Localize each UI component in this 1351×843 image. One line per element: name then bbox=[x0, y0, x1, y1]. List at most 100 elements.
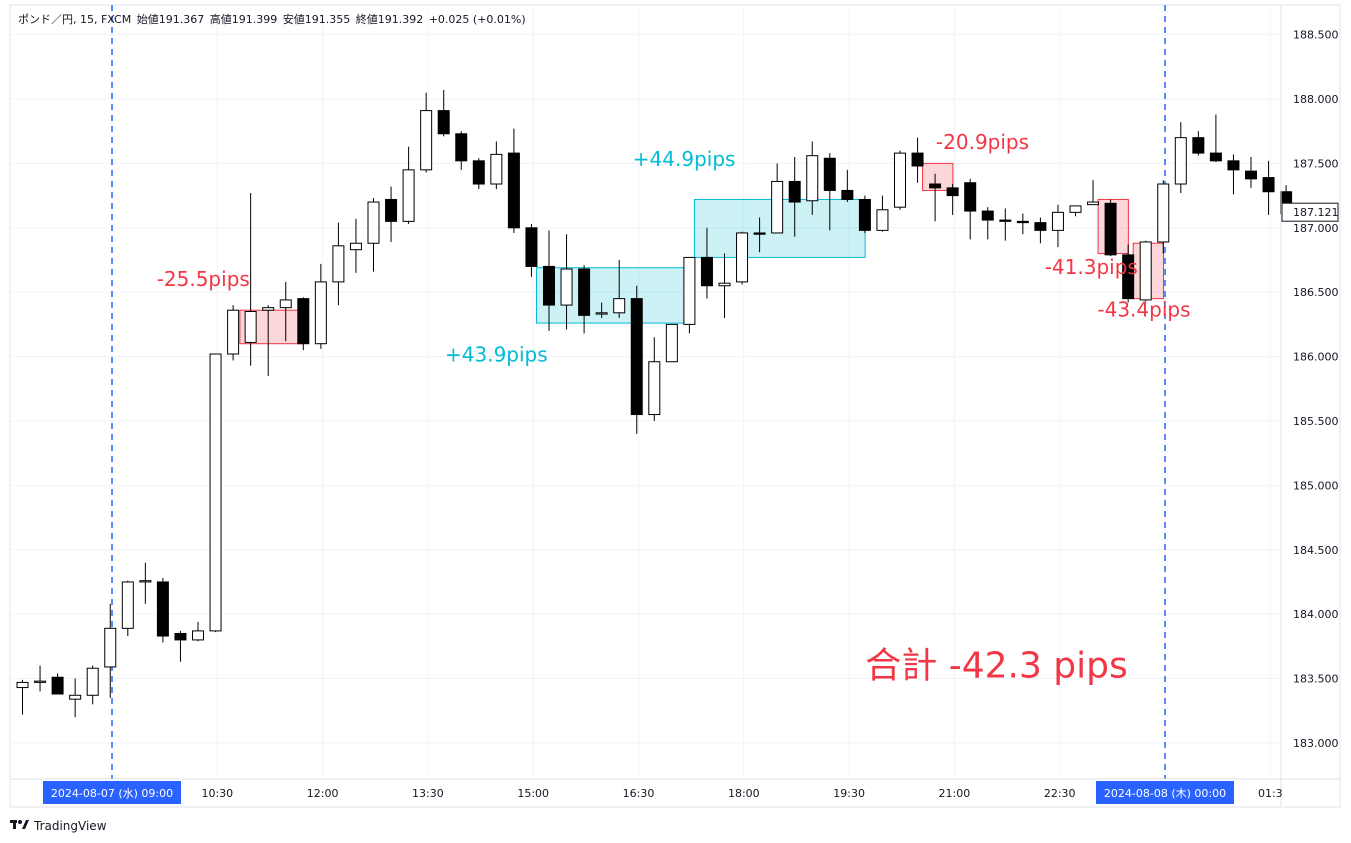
candle[interactable] bbox=[1227, 154, 1240, 195]
candle-body bbox=[525, 227, 538, 267]
candle[interactable] bbox=[244, 193, 257, 366]
candle-body bbox=[771, 180, 784, 234]
candle[interactable] bbox=[683, 256, 696, 334]
time-label-highlight bbox=[43, 781, 182, 804]
candle[interactable] bbox=[69, 678, 82, 718]
tradingview-branding[interactable]: TradingView bbox=[10, 818, 107, 833]
candle[interactable] bbox=[999, 208, 1012, 241]
candle[interactable] bbox=[402, 146, 415, 224]
candle-body bbox=[753, 232, 766, 235]
candle[interactable] bbox=[1192, 131, 1205, 156]
candle[interactable] bbox=[858, 195, 871, 233]
candle[interactable] bbox=[1051, 204, 1064, 248]
candle[interactable] bbox=[279, 281, 292, 342]
candle[interactable] bbox=[841, 169, 854, 203]
candle[interactable] bbox=[946, 184, 959, 215]
candle[interactable] bbox=[490, 141, 503, 190]
candle[interactable] bbox=[700, 227, 713, 299]
candle[interactable] bbox=[1245, 156, 1257, 188]
candle[interactable] bbox=[1139, 240, 1152, 302]
candle[interactable] bbox=[262, 305, 275, 376]
high-value: 高値191.399 bbox=[209, 13, 278, 26]
candle-body bbox=[1174, 137, 1187, 185]
candle[interactable] bbox=[332, 222, 345, 306]
candle[interactable] bbox=[665, 323, 678, 363]
candle[interactable] bbox=[104, 603, 117, 698]
symbol-name[interactable]: ポンド／円, 15, FXCM bbox=[18, 13, 132, 26]
time-axis[interactable]: 2024-08-07 (水) 09:00 10:30 12:00 13:30 15:00… bbox=[43, 781, 1283, 804]
candle[interactable] bbox=[455, 131, 468, 170]
candle[interactable] bbox=[472, 158, 485, 190]
candle[interactable] bbox=[437, 89, 450, 137]
candle[interactable] bbox=[718, 253, 731, 318]
candle[interactable] bbox=[543, 230, 555, 331]
candle[interactable] bbox=[420, 92, 433, 173]
candle[interactable] bbox=[894, 150, 906, 210]
candle[interactable] bbox=[771, 163, 784, 234]
candle[interactable] bbox=[560, 234, 573, 330]
candle-body bbox=[1245, 170, 1257, 180]
candle[interactable] bbox=[297, 297, 310, 351]
candle[interactable] bbox=[630, 285, 643, 434]
candle-body bbox=[367, 201, 380, 244]
candle[interactable] bbox=[1034, 217, 1047, 244]
candle[interactable] bbox=[385, 186, 398, 242]
candle[interactable] bbox=[578, 265, 591, 334]
candle[interactable] bbox=[876, 195, 889, 232]
candle-body bbox=[648, 361, 661, 416]
candle[interactable] bbox=[1122, 244, 1135, 303]
candle[interactable] bbox=[367, 198, 380, 272]
session-lines bbox=[111, 5, 1166, 779]
candle[interactable] bbox=[753, 217, 766, 253]
candle[interactable] bbox=[964, 178, 977, 240]
candle[interactable] bbox=[613, 259, 626, 318]
candle-body bbox=[999, 219, 1012, 222]
candle[interactable] bbox=[1209, 114, 1222, 163]
candle[interactable] bbox=[525, 223, 538, 277]
candle[interactable] bbox=[595, 302, 608, 318]
candle[interactable] bbox=[806, 141, 819, 215]
candle[interactable] bbox=[507, 128, 520, 233]
candle[interactable] bbox=[1016, 213, 1029, 235]
candle-body bbox=[946, 187, 959, 197]
candle-body bbox=[51, 676, 64, 695]
candle-body bbox=[507, 152, 520, 229]
candle[interactable] bbox=[1069, 205, 1082, 217]
candle[interactable] bbox=[1262, 160, 1275, 215]
candle[interactable] bbox=[981, 207, 994, 240]
candle[interactable] bbox=[823, 153, 836, 231]
candle[interactable] bbox=[174, 630, 187, 662]
candle-body bbox=[104, 627, 117, 668]
candle[interactable] bbox=[16, 679, 29, 715]
candle[interactable] bbox=[1157, 180, 1170, 254]
candle[interactable] bbox=[1104, 199, 1117, 257]
price-tick-label: 183.000 bbox=[1293, 737, 1339, 750]
candle-body bbox=[613, 298, 626, 314]
candle[interactable] bbox=[1174, 122, 1187, 194]
candle[interactable] bbox=[648, 337, 661, 421]
candle[interactable] bbox=[86, 665, 99, 705]
candle[interactable] bbox=[788, 156, 801, 237]
candles[interactable] bbox=[16, 89, 1293, 718]
candle[interactable] bbox=[314, 263, 327, 349]
trade-boxes[interactable] bbox=[239, 162, 1164, 345]
candle[interactable] bbox=[911, 137, 924, 183]
candle[interactable] bbox=[121, 580, 134, 637]
candle[interactable] bbox=[929, 173, 942, 222]
candle[interactable] bbox=[349, 218, 362, 273]
candle-body bbox=[332, 245, 345, 283]
candle[interactable] bbox=[227, 305, 240, 361]
candle[interactable] bbox=[1087, 180, 1100, 206]
candle[interactable] bbox=[192, 621, 204, 642]
brand-text: TradingView bbox=[34, 818, 107, 833]
candle[interactable] bbox=[51, 673, 64, 695]
candle[interactable] bbox=[156, 578, 169, 643]
candle[interactable] bbox=[736, 231, 749, 285]
price-axis[interactable]: 188.500 188.000 187.500 187.000 186.500 186.0… bbox=[1281, 29, 1339, 750]
candle[interactable] bbox=[139, 562, 152, 604]
trade-box[interactable] bbox=[535, 267, 691, 324]
candle[interactable] bbox=[209, 353, 222, 633]
candle[interactable] bbox=[34, 665, 47, 692]
candle-body bbox=[876, 209, 889, 231]
